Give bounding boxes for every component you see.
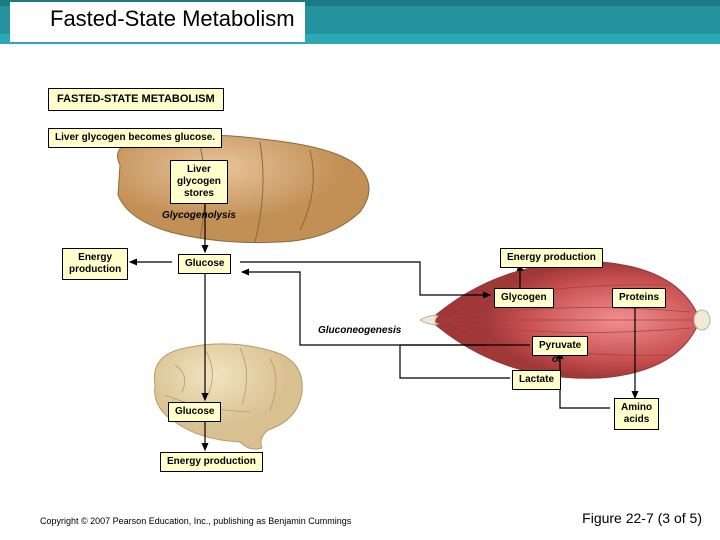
lactate-label: Lactate [512,370,561,390]
figure-number: Figure 22-7 (3 of 5) [582,510,702,526]
glycogen-label: Glycogen [494,288,554,308]
liver-glycogen-label: Liver glycogen stores [170,160,228,204]
proteins-label: Proteins [612,288,666,308]
glucose-brain-label: Glucose [168,402,221,422]
energy-brain-label: Energy production [160,452,263,472]
pyruvate-label: Pyruvate [532,336,588,356]
gluconeogenesis-label: Gluconeogenesis [318,325,401,336]
glucose-mid-label: Glucose [178,254,231,274]
liver-shape [118,135,370,243]
copyright-text: Copyright © 2007 Pearson Education, Inc.… [40,516,351,526]
energy-right-label: Energy production [500,248,603,268]
liver-caption-label: Liver glycogen becomes glucose. [48,128,222,148]
brain-shape [154,344,302,449]
section-label: FASTED-STATE METABOLISM [48,88,224,111]
energy-left-label: Energy production [62,248,128,280]
muscle-shape [420,262,710,378]
or-label: or [552,354,562,365]
amino-label: Amino acids [614,398,659,430]
glycogenolysis-label: Glycogenolysis [162,210,236,221]
